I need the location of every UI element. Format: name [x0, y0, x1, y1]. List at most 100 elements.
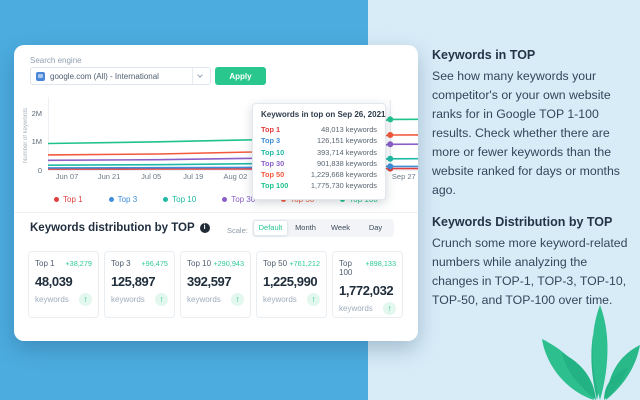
stat-card-unit: keywords [35, 295, 69, 304]
tooltip-row: Top 100 1,775,730 keywords [261, 180, 377, 191]
legend-item-top-30[interactable]: Top 30 [222, 195, 255, 204]
scale-option-week[interactable]: Week [330, 223, 351, 232]
y-tick-label: 0 [37, 165, 42, 175]
legend-label: Top 3 [117, 195, 138, 204]
x-tick-label: Sep 27 [391, 172, 416, 181]
tooltip-row-label: Top 3 [261, 136, 281, 146]
tooltip-row-value: 901,838 keywords [317, 158, 377, 168]
search-engine-value: google.com (All) - International [50, 71, 159, 81]
hover-dot-top-100 [387, 116, 394, 123]
section-divider [14, 212, 418, 213]
trend-up-icon: ↑ [79, 293, 92, 306]
panel-heading-keywords-in-top: Keywords in TOP [432, 48, 536, 62]
legend-dot-icon [54, 197, 59, 202]
panel-heading-distribution: Keywords Distribution by TOP [432, 215, 613, 229]
stat-card-value: 48,039 [35, 274, 73, 289]
stat-card-top-10: Top 10 +290,943 392,597 keywords ↑ [180, 251, 251, 318]
stat-card-unit: keywords [263, 295, 297, 304]
hover-dot-top-50 [387, 132, 394, 138]
legend-dot-icon [108, 197, 114, 202]
trend-up-icon: ↑ [307, 293, 320, 306]
trend-up-icon: ↑ [231, 293, 244, 306]
legend-dot-icon [222, 197, 228, 202]
dashboard-card: Search engine google.com (All) - Interna… [14, 45, 418, 341]
stat-card-top-1: Top 1 +38,279 48,039 keywords ↑ [28, 251, 99, 318]
search-engine-label: Search engine [30, 56, 82, 65]
tooltip-row: Top 10 393,714 keywords [261, 147, 377, 158]
scale-switcher: Default Month Week Day [252, 219, 394, 237]
hover-dot-top-3 [387, 163, 394, 170]
stat-card-value: 1,225,990 [263, 274, 318, 289]
tooltip-row-label: Top 1 [261, 125, 281, 134]
chart-tooltip: Keywords in top on Sep 26, 2021 Top 1 48,… [252, 103, 386, 200]
tooltip-row-label: Top 100 [261, 181, 289, 191]
tooltip-row-value: 1,229,668 keywords [310, 170, 377, 180]
scale-option-day[interactable]: Day [368, 223, 383, 232]
stat-card-label: Top 100 [339, 259, 353, 277]
search-engine-select[interactable]: google.com (All) - International [30, 67, 211, 85]
stat-card-label: Top 10 [187, 259, 212, 268]
stat-card-label: Top 3 [111, 259, 131, 268]
legend-item-top-1[interactable]: Top 1 [54, 195, 83, 204]
hover-dot-top-30 [387, 141, 394, 148]
stat-card-top-100: Top 100 +898,133 1,772,032 keywords ↑ [332, 251, 403, 318]
x-tick-label: Jul 05 [141, 172, 162, 181]
tooltip-row-value: 126,151 keywords [317, 136, 377, 146]
chevron-down-icon [197, 72, 203, 78]
tooltip-row: Top 3 126,151 keywords [261, 135, 377, 146]
stat-card-unit: keywords [339, 304, 373, 313]
distribution-title: Keywords distribution by TOP i [30, 222, 210, 234]
y-tick-label: 1M [31, 137, 42, 146]
trend-up-icon: ↑ [383, 302, 396, 315]
stat-cards-row: Top 1 +38,279 48,039 keywords ↑ Top 3 +96,475 1… [28, 251, 403, 318]
stat-card-label: Top 50 [263, 259, 288, 268]
info-icon[interactable]: i [199, 223, 210, 233]
tooltip-title: Keywords in top on Sep 26, 2021 [261, 110, 386, 119]
tooltip-row-label: Top 10 [261, 147, 285, 157]
panel-text-keywords-in-top: See how many keywords your competitor's … [432, 69, 620, 197]
stat-card-value: 125,897 [111, 274, 156, 289]
stat-card-label: Top 1 [35, 259, 55, 268]
tooltip-row: Top 30 901,838 keywords [261, 158, 377, 169]
legend-label: Top 1 [63, 195, 83, 204]
stat-card-change: +290,943 [213, 259, 244, 268]
tooltip-row-value: 1,775,730 keywords [310, 181, 377, 191]
plant-decoration [542, 305, 640, 400]
legend-item-top-3[interactable]: Top 3 [108, 195, 138, 204]
scale-label: Scale: [227, 226, 248, 235]
x-tick-label: Aug 02 [223, 172, 248, 181]
tooltip-rows: Top 1 48,013 keywords Top 3 126,151 keyword… [261, 124, 377, 192]
tooltip-row-value: 48,013 keywords [321, 125, 377, 134]
legend-dot-icon [163, 197, 169, 202]
stat-card-change: +38,279 [65, 259, 92, 268]
scale-option-default[interactable]: Default [253, 220, 288, 236]
select-divider [192, 68, 193, 84]
distribution-title-text: Keywords distribution by TOP [30, 222, 195, 234]
tooltip-row: Top 50 1,229,668 keywords [261, 169, 377, 180]
x-tick-label: Jun 07 [55, 172, 79, 181]
tooltip-row-label: Top 30 [261, 158, 285, 168]
stat-card-change: +898,133 [365, 259, 396, 268]
trend-up-icon: ↑ [155, 293, 168, 306]
stat-card-change: +96,475 [141, 259, 168, 268]
tooltip-row-label: Top 50 [261, 170, 285, 180]
stat-card-unit: keywords [111, 295, 145, 304]
x-tick-label: Jun 21 [97, 172, 121, 181]
legend-label: Top 10 [172, 195, 197, 204]
stat-card-top-3: Top 3 +96,475 125,897 keywords ↑ [104, 251, 175, 318]
google-favicon-icon [36, 71, 45, 81]
legend-item-top-10[interactable]: Top 10 [163, 195, 196, 204]
x-tick-label: Jul 19 [183, 172, 204, 181]
panel-text-distribution: Crunch some more keyword-related numbers… [432, 236, 628, 307]
stat-card-top-50: Top 50 +761,212 1,225,990 keywords ↑ [256, 251, 327, 318]
stat-card-unit: keywords [187, 295, 221, 304]
tooltip-row: Top 1 48,013 keywords [261, 124, 377, 135]
stat-card-value: 392,597 [187, 274, 232, 289]
scale-option-month[interactable]: Month [295, 223, 316, 232]
apply-button[interactable]: Apply [215, 67, 266, 85]
keywords-chart: Number of keywords 2M 1M 0 Jun 07 Jun 21 Jul… [14, 95, 418, 212]
y-tick-label: 2M [31, 108, 42, 118]
tooltip-row-value: 393,714 keywords [317, 147, 377, 157]
description-panel: Keywords in TOP See how many keywords yo… [432, 48, 630, 325]
